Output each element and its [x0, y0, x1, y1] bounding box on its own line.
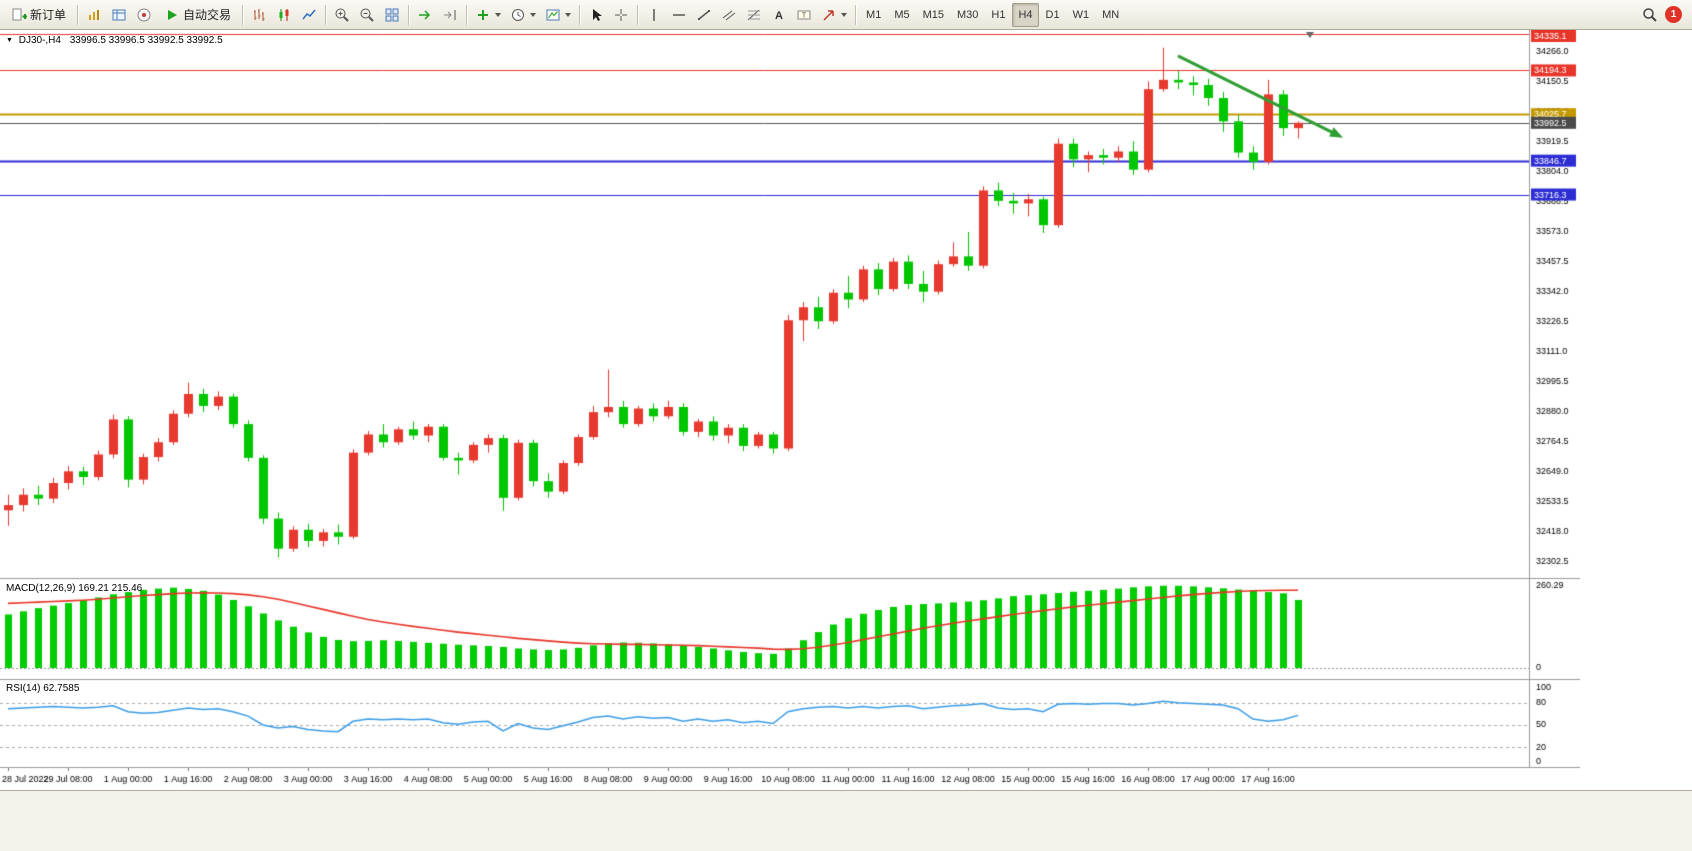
timeframe-d1-button[interactable]: D1 [1040, 3, 1066, 27]
zoom-in-icon [335, 8, 349, 22]
horizontal-line-icon [673, 13, 686, 16]
market-watch-button[interactable] [82, 3, 106, 27]
toolbar-separator [408, 4, 410, 25]
candlestick-chart-icon [279, 8, 289, 21]
auto-trading-button[interactable]: 自动交易 [157, 3, 238, 27]
toolbar-separator [242, 4, 244, 25]
zoom-in-button[interactable] [330, 3, 354, 27]
rsi-indicator-label: RSI(14) 62.7585 [6, 683, 80, 694]
auto-scroll-icon [419, 9, 431, 20]
ohlc-values-label: 33996.5 33996.5 33992.5 33992.5 [69, 35, 223, 46]
chevron-down-icon [565, 12, 572, 17]
chevron-down-icon [530, 12, 537, 17]
macd-indicator-label: MACD(12,26,9) 169.21 215.46 [6, 583, 143, 594]
add-indicator-icon [478, 9, 489, 20]
bar-chart-icon [254, 8, 265, 21]
text-label-icon: T [797, 10, 811, 19]
timeframe-w1-button[interactable]: W1 [1067, 3, 1096, 27]
toolbar-separator [466, 4, 468, 25]
templates-button[interactable] [541, 3, 575, 27]
toolbar: 新订单 自动交易 [0, 0, 1692, 30]
cursor-button[interactable] [584, 3, 608, 27]
chart-canvas[interactable] [0, 30, 1580, 790]
zoom-out-button[interactable] [355, 3, 379, 27]
clock-icon [512, 8, 525, 21]
periods-button[interactable] [506, 3, 540, 27]
chart-window: ▼ DJ30-,H4 33996.5 33996.5 33992.5 33992… [0, 30, 1692, 790]
market-watch-icon [89, 9, 100, 20]
vertical-line-button[interactable] [642, 3, 666, 27]
navigator-button[interactable] [132, 3, 156, 27]
toolbar-separator [637, 4, 639, 25]
text-button[interactable]: A [767, 3, 791, 27]
toolbar-separator [579, 4, 581, 25]
timeframe-m5-button[interactable]: M5 [888, 3, 915, 27]
chart-shift-icon [444, 9, 456, 20]
cursor-icon [593, 8, 603, 21]
toolbar-separator [855, 4, 857, 25]
trendline-icon [698, 9, 711, 20]
auto-trading-play-icon [168, 9, 178, 20]
crosshair-button[interactable] [609, 3, 633, 27]
zoom-out-icon [360, 8, 374, 22]
timeframe-m30-button[interactable]: M30 [951, 3, 984, 27]
trendline-button[interactable] [692, 3, 716, 27]
shapes-button[interactable] [817, 3, 851, 27]
template-icon [546, 9, 560, 20]
vertical-line-icon [653, 8, 655, 21]
timeframe-m15-button[interactable]: M15 [917, 3, 950, 27]
bar-chart-button[interactable] [247, 3, 271, 27]
line-chart-button[interactable] [297, 3, 321, 27]
candlestick-chart-button[interactable] [272, 3, 296, 27]
symbol-period-label: DJ30-,H4 [18, 35, 61, 46]
data-window-icon [112, 9, 126, 20]
tile-windows-icon [385, 8, 399, 21]
fibonacci-icon [747, 9, 761, 20]
equidistant-channel-icon [722, 10, 736, 20]
timeframe-h1-button[interactable]: H1 [985, 3, 1011, 27]
tile-windows-button[interactable] [380, 3, 404, 27]
arrow-object-icon [823, 9, 834, 21]
text-icon: A [775, 10, 783, 22]
toolbar-separator [77, 4, 79, 25]
data-window-button[interactable] [107, 3, 131, 27]
status-bar [0, 790, 1692, 851]
svg-text:T: T [802, 12, 807, 19]
notification-badge[interactable]: 1 [1665, 6, 1682, 23]
new-order-button[interactable]: 新订单 [4, 3, 73, 27]
indicators-button[interactable] [471, 3, 505, 27]
toolbar-separator [325, 4, 327, 25]
channel-button[interactable] [717, 3, 741, 27]
crosshair-icon [615, 8, 628, 21]
new-order-label: 新订单 [30, 8, 67, 22]
line-chart-icon [302, 9, 316, 19]
chevron-down-icon [495, 12, 502, 17]
auto-trading-label: 自动交易 [183, 8, 232, 22]
svg-text:A: A [775, 10, 783, 22]
timeframe-m1-button[interactable]: M1 [860, 3, 887, 27]
chevron-down-icon [841, 12, 848, 17]
text-label-button[interactable]: T [792, 3, 816, 27]
navigator-icon [137, 8, 151, 21]
new-order-icon [12, 8, 27, 20]
auto-scroll-button[interactable] [413, 3, 437, 27]
chart-shift-button[interactable] [438, 3, 462, 27]
timeframe-group: M1 M5 M15 M30 H1 H4 D1 W1 MN [860, 2, 1125, 27]
timeframe-mn-button[interactable]: MN [1096, 3, 1125, 27]
search-icon [1643, 7, 1657, 22]
chart-symbol-overlay: ▼ DJ30-,H4 33996.5 33996.5 33992.5 33992… [6, 35, 223, 46]
timeframe-h4-button[interactable]: H4 [1012, 2, 1039, 27]
horizontal-line-button[interactable] [667, 3, 691, 27]
fibonacci-button[interactable] [742, 3, 766, 27]
search-button[interactable] [1638, 3, 1662, 27]
collapse-icon: ▼ [6, 37, 13, 44]
